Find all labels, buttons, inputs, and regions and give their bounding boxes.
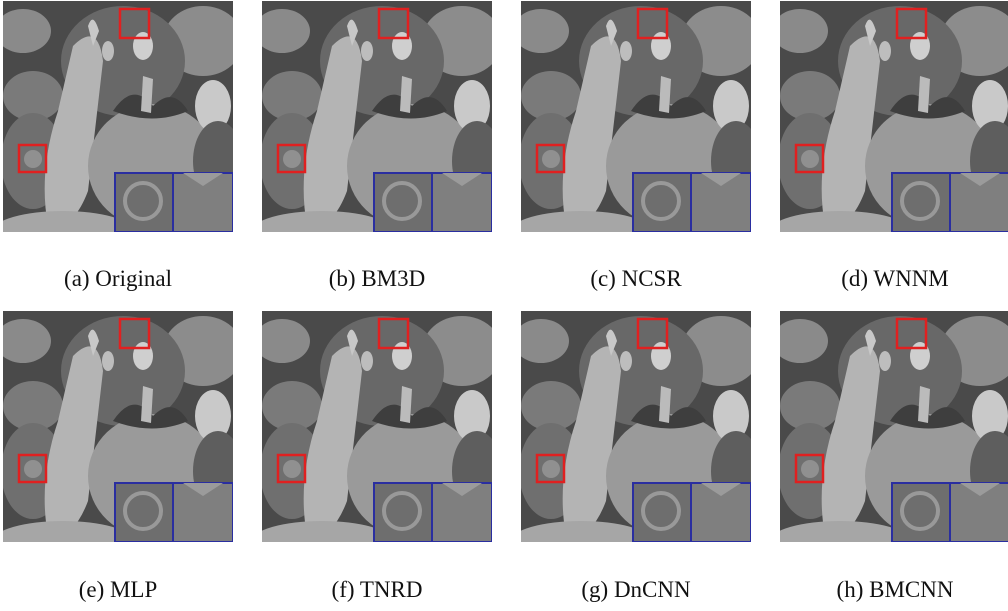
panel	[252, 311, 502, 561]
panel	[511, 311, 761, 561]
panel	[770, 311, 1008, 561]
panel	[770, 1, 1008, 251]
panel	[0, 1, 243, 251]
figure: (a) Original (b) BM3D (c) NCSR (d) WNNM (e) …	[0, 0, 1008, 611]
panel-image	[770, 311, 1008, 561]
panel-caption: (d) WNNM	[841, 266, 949, 291]
panel	[0, 311, 243, 561]
panel-image	[0, 311, 243, 561]
panel-image	[511, 311, 761, 561]
panel-caption: (a) Original	[64, 266, 172, 291]
panel-caption: (h) BMCNN	[837, 577, 954, 602]
panel-image	[511, 1, 761, 251]
panel	[252, 1, 502, 251]
panel-image	[252, 311, 502, 561]
panel-image	[252, 1, 502, 251]
panel	[511, 1, 761, 251]
panel-caption: (g) DnCNN	[581, 577, 691, 602]
panel-caption: (c) NCSR	[590, 266, 682, 291]
panel-caption: (b) BM3D	[329, 266, 425, 291]
panel-image	[0, 1, 243, 251]
panel-caption: (e) MLP	[79, 577, 158, 602]
panel-caption: (f) TNRD	[332, 577, 423, 602]
panel-image	[770, 1, 1008, 251]
